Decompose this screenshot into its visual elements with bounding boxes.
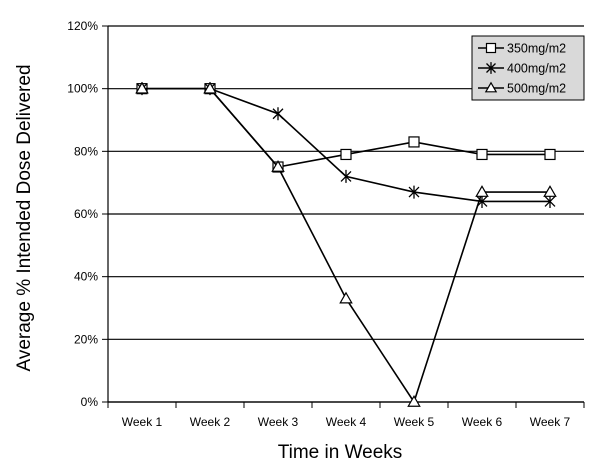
data-point-square	[544, 148, 556, 161]
legend-item: 400mg/m2	[478, 62, 566, 76]
y-tick-label: 80%	[74, 144, 98, 158]
x-tick-label: Week 7	[530, 415, 571, 429]
x-tick-label: Week 2	[190, 415, 231, 429]
series-line	[142, 87, 550, 404]
data-point-triangle	[339, 291, 353, 304]
series-line	[142, 87, 550, 203]
x-tick-label: Week 4	[326, 415, 367, 429]
data-point-triangle	[543, 185, 557, 197]
x-axis-title: Time in Weeks	[278, 442, 403, 463]
data-point-square	[408, 136, 420, 148]
data-point-triangle	[203, 81, 217, 94]
x-tick-label: Week 1	[122, 415, 163, 429]
data-point-triangle	[484, 81, 498, 93]
legend-label: 500mg/m2	[507, 82, 566, 96]
y-tick-label: 20%	[74, 332, 98, 346]
data-point-triangle	[475, 185, 489, 197]
data-point-asterisk	[340, 169, 352, 183]
x-tick-label: Week 5	[394, 415, 435, 429]
y-axis-ticks: 0% 20% 40% 60% 80% 100% 120%	[67, 19, 108, 409]
y-tick-label: 100%	[67, 82, 98, 96]
y-tick-label: 60%	[74, 207, 98, 221]
legend-item: 350mg/m2	[478, 42, 566, 56]
y-tick-label: 40%	[74, 270, 98, 284]
data-point-asterisk	[272, 107, 284, 121]
data-point-square	[485, 42, 497, 54]
y-tick-label: 0%	[81, 395, 99, 409]
data-point-triangle	[407, 395, 421, 407]
data-point-asterisk	[408, 185, 420, 199]
data-point-square	[476, 148, 488, 161]
x-tick-label: Week 6	[462, 415, 503, 429]
data-point-square	[340, 148, 352, 161]
y-axis-title: Average % Intended Dose Delivered	[14, 64, 35, 371]
legend: 350mg/m2 400mg/m2 500mg/m2	[471, 35, 585, 101]
x-tick-label: Week 3	[258, 415, 299, 429]
series-500mg-m2	[135, 81, 557, 407]
y-tick-label: 120%	[67, 19, 98, 33]
series-400mg-m2	[136, 82, 556, 208]
legend-label: 350mg/m2	[507, 42, 566, 56]
legend-item: 500mg/m2	[478, 82, 566, 96]
data-point-asterisk	[544, 194, 556, 208]
series-layer	[135, 81, 557, 407]
x-axis-ticks: Week 1 Week 2 Week 3 Week 4 Week 5 Week 6 Week…	[107, 402, 585, 429]
data-point-triangle	[135, 81, 149, 94]
legend-label: 400mg/m2	[507, 62, 566, 76]
data-point-asterisk	[486, 62, 496, 74]
data-point-triangle	[271, 160, 285, 172]
